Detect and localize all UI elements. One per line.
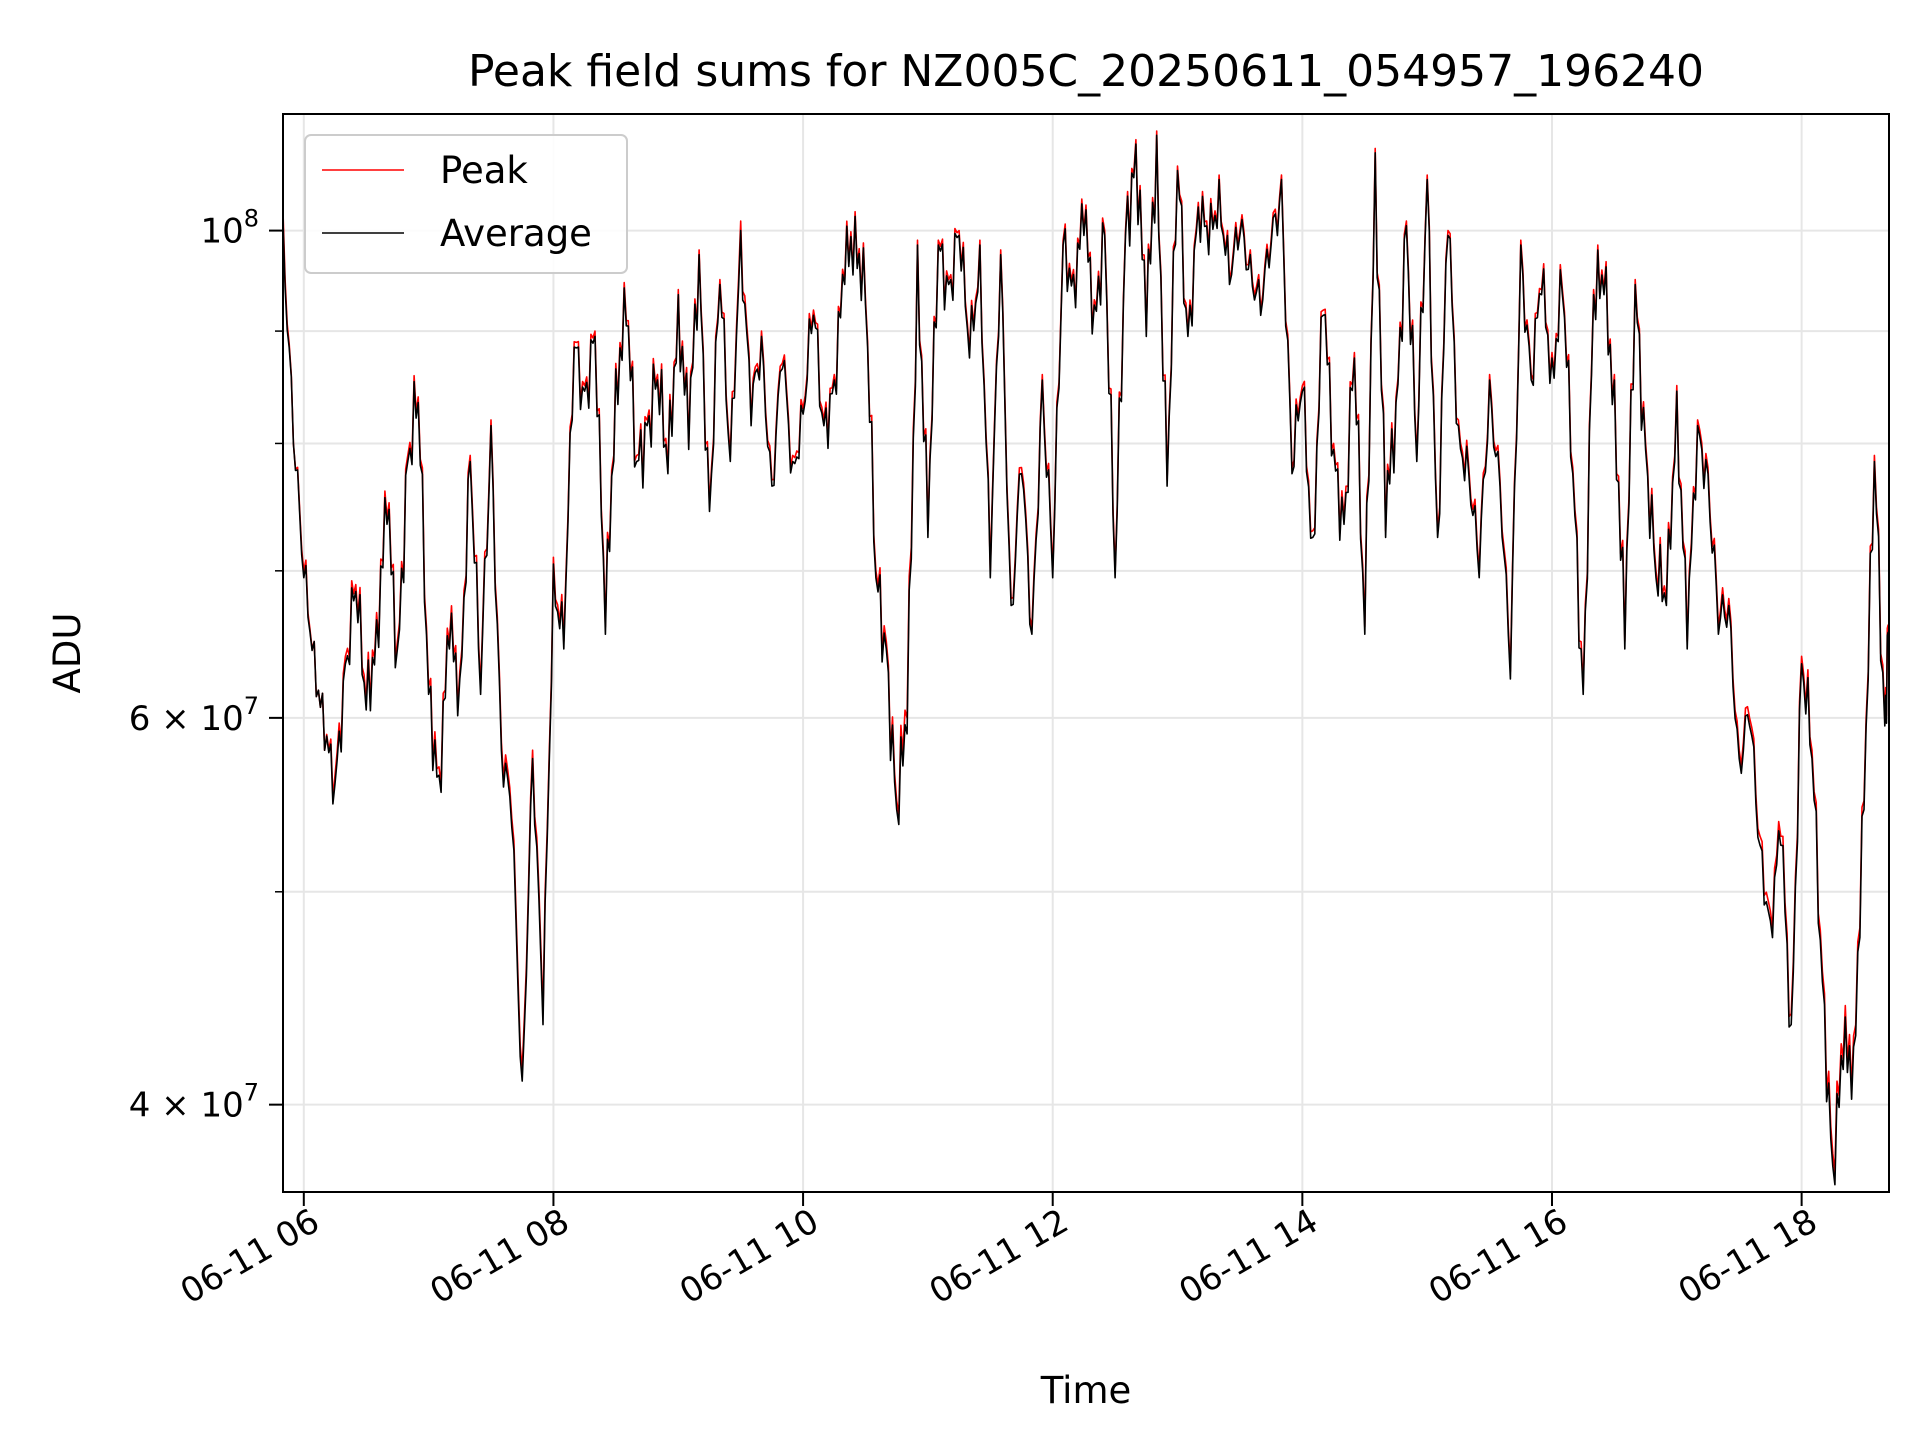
plot-frame	[282, 113, 1890, 1193]
series-lines	[282, 130, 1889, 1186]
grid	[283, 114, 1889, 1192]
legend: Peak Average	[304, 134, 628, 274]
y-axis-label: ADU	[46, 613, 89, 694]
legend-label-average: Average	[440, 212, 592, 255]
y-tick-label: 4 × 107	[129, 1079, 259, 1126]
y-tick-label: 108	[200, 205, 259, 252]
x-axis-label: Time	[1040, 1369, 1132, 1412]
chart-title: Peak field sums for NZ005C_20250611_0549…	[468, 46, 1704, 97]
legend-label-peak: Peak	[440, 149, 528, 192]
series-line-average	[282, 134, 1889, 1186]
y-tick-label: 6 × 107	[129, 692, 259, 739]
y-axis-ticks: 108 6 × 107 4 × 107	[129, 205, 283, 1126]
